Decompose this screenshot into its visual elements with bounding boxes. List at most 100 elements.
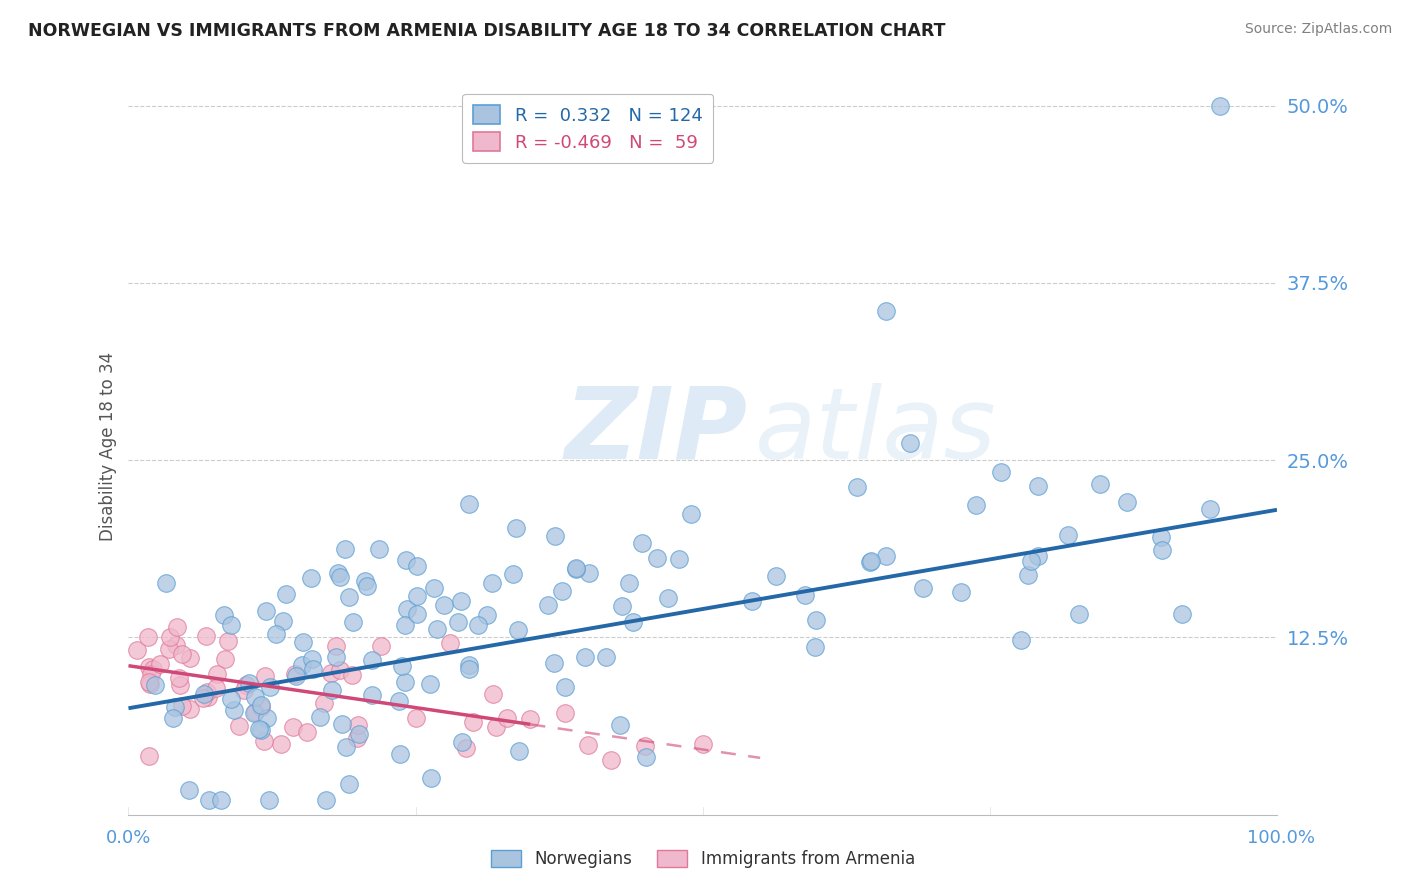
Point: [423, 581, 446, 595]
Point: [461, 715, 484, 730]
Point: [356, 579, 378, 593]
Point: [335, 740, 357, 755]
Point: [1010, 633, 1032, 648]
Point: [342, 615, 364, 629]
Point: [243, 690, 266, 704]
Point: [804, 640, 827, 654]
Point: [249, 700, 271, 714]
Text: ZIP: ZIP: [565, 383, 748, 480]
Point: [217, 633, 239, 648]
Point: [169, 678, 191, 692]
Point: [330, 717, 353, 731]
Point: [354, 574, 377, 588]
Point: [274, 587, 297, 601]
Point: [167, 671, 190, 685]
Point: [439, 636, 461, 650]
Point: [502, 566, 524, 581]
Point: [291, 634, 314, 648]
Point: [149, 657, 172, 672]
Point: [391, 659, 413, 673]
Point: [457, 662, 479, 676]
Point: [679, 508, 702, 522]
Point: [301, 662, 323, 676]
Point: [599, 753, 621, 767]
Point: [554, 680, 576, 694]
Point: [197, 690, 219, 704]
Point: [846, 480, 869, 494]
Point: [205, 666, 228, 681]
Point: [138, 631, 160, 645]
Point: [256, 711, 278, 725]
Point: [195, 685, 218, 699]
Point: [912, 581, 935, 595]
Point: [219, 617, 242, 632]
Point: [321, 683, 343, 698]
Point: [621, 615, 644, 629]
Point: [179, 701, 201, 715]
Point: [765, 569, 787, 583]
Point: [554, 706, 576, 721]
Point: [508, 624, 530, 638]
Point: [191, 691, 214, 706]
Point: [467, 617, 489, 632]
Point: [485, 720, 508, 734]
Point: [1199, 501, 1222, 516]
Point: [551, 583, 574, 598]
Point: [337, 590, 360, 604]
Point: [537, 599, 560, 613]
Point: [426, 622, 449, 636]
Point: [252, 733, 274, 747]
Point: [325, 650, 347, 665]
Point: [645, 550, 668, 565]
Point: [233, 683, 256, 698]
Point: [219, 692, 242, 706]
Point: [519, 712, 541, 726]
Y-axis label: Disability Age 18 to 34: Disability Age 18 to 34: [100, 351, 117, 541]
Point: [1152, 542, 1174, 557]
Point: [138, 748, 160, 763]
Point: [990, 465, 1012, 479]
Point: [794, 588, 817, 602]
Point: [482, 687, 505, 701]
Point: [1208, 99, 1230, 113]
Point: [250, 723, 273, 737]
Point: [741, 593, 763, 607]
Point: [433, 598, 456, 612]
Point: [361, 688, 384, 702]
Point: [340, 667, 363, 681]
Point: [1170, 607, 1192, 621]
Point: [337, 777, 360, 791]
Point: [321, 665, 343, 680]
Point: [329, 663, 352, 677]
Point: [949, 585, 972, 599]
Point: [631, 535, 654, 549]
Point: [159, 630, 181, 644]
Point: [875, 549, 897, 563]
Point: [315, 793, 337, 807]
Point: [1057, 528, 1080, 542]
Point: [291, 658, 314, 673]
Point: [576, 738, 599, 752]
Point: [243, 706, 266, 720]
Point: [170, 647, 193, 661]
Point: [505, 521, 527, 535]
Point: [301, 652, 323, 666]
Point: [309, 710, 332, 724]
Point: [1150, 530, 1173, 544]
Point: [405, 559, 427, 574]
Point: [329, 570, 352, 584]
Point: [212, 608, 235, 623]
Point: [165, 700, 187, 714]
Point: [194, 629, 217, 643]
Point: [875, 304, 897, 318]
Point: [165, 638, 187, 652]
Point: [155, 576, 177, 591]
Point: [247, 723, 270, 737]
Point: [347, 718, 370, 732]
Point: [574, 649, 596, 664]
Point: [481, 576, 503, 591]
Legend: R =  0.332   N = 124, R = -0.469   N =  59: R = 0.332 N = 124, R = -0.469 N = 59: [463, 94, 713, 162]
Point: [544, 528, 567, 542]
Point: [475, 607, 498, 622]
Point: [214, 652, 236, 666]
